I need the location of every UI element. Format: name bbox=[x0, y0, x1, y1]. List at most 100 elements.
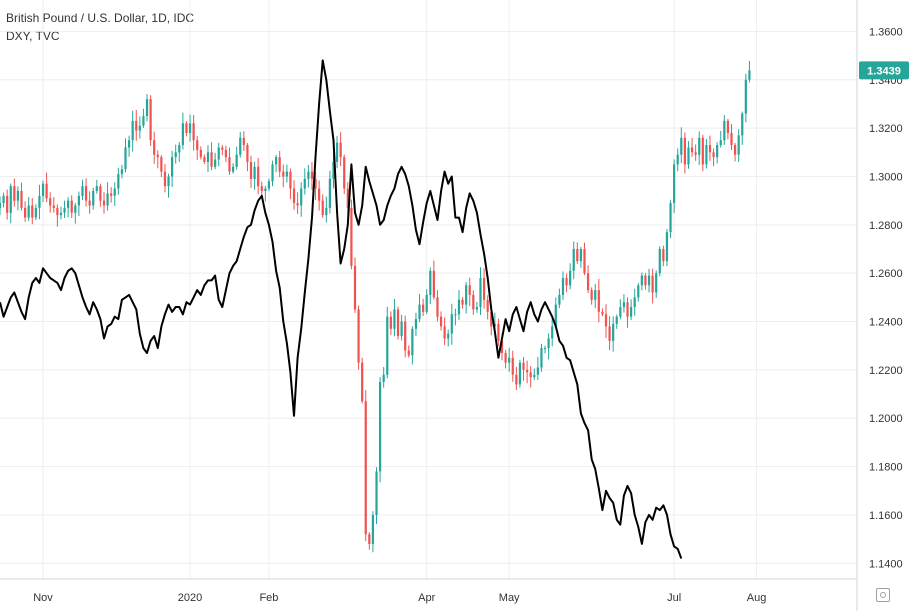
time-tick-label: May bbox=[499, 592, 520, 604]
candle-body bbox=[242, 137, 245, 146]
candle-body bbox=[84, 186, 88, 201]
candle-body bbox=[741, 113, 744, 136]
candle-body bbox=[149, 99, 152, 141]
candle-body bbox=[364, 401, 367, 535]
candle-body bbox=[543, 348, 547, 350]
candle-body bbox=[318, 188, 321, 201]
candle-body bbox=[267, 181, 271, 189]
candle-body bbox=[572, 249, 575, 271]
candle-body bbox=[522, 362, 525, 370]
candle-body bbox=[228, 157, 231, 172]
candle-body bbox=[307, 171, 310, 179]
candle-body bbox=[221, 147, 224, 150]
candle-body bbox=[422, 304, 425, 312]
candle-body bbox=[346, 188, 349, 208]
candle-body bbox=[174, 152, 177, 158]
candle-body bbox=[249, 161, 253, 179]
candle-body bbox=[45, 183, 48, 199]
candle-body bbox=[260, 186, 263, 191]
candle-body bbox=[127, 140, 131, 148]
candle-body bbox=[518, 362, 522, 385]
candle-body bbox=[540, 348, 543, 368]
candle-body bbox=[188, 123, 192, 133]
candle-body bbox=[296, 203, 299, 206]
candle-body bbox=[235, 154, 238, 167]
candle-body bbox=[2, 195, 5, 204]
candle-body bbox=[163, 171, 167, 187]
candle-body bbox=[196, 140, 199, 150]
candle-body bbox=[475, 307, 479, 310]
candle-body bbox=[744, 79, 747, 114]
candle-body bbox=[142, 116, 145, 126]
candle-body bbox=[604, 314, 608, 327]
candle-body bbox=[131, 120, 134, 141]
price-tick-label: 1.2000 bbox=[869, 413, 903, 425]
candle-body bbox=[70, 200, 73, 213]
candle-body bbox=[9, 186, 12, 213]
candle-body bbox=[730, 132, 733, 146]
candle-body bbox=[178, 145, 181, 153]
candle-body bbox=[644, 275, 647, 286]
candle-body bbox=[579, 249, 583, 262]
candle-body bbox=[479, 278, 482, 308]
candle-body bbox=[110, 193, 113, 196]
candle-body bbox=[339, 142, 342, 158]
dxy-line bbox=[0, 59, 683, 559]
candle-body bbox=[124, 147, 127, 170]
candle-body bbox=[239, 137, 242, 155]
candle-body bbox=[300, 188, 303, 206]
candle-body bbox=[597, 290, 600, 312]
candle-body bbox=[203, 157, 206, 162]
candle-body bbox=[282, 171, 285, 177]
candle-body bbox=[357, 309, 360, 363]
candle-body bbox=[432, 270, 435, 298]
candle-body bbox=[214, 159, 217, 167]
candle-body bbox=[375, 471, 378, 515]
candle-body bbox=[49, 198, 52, 206]
candle-body bbox=[647, 275, 651, 286]
candle-body bbox=[350, 207, 353, 266]
price-tick-label: 1.1800 bbox=[869, 462, 903, 474]
candle-body bbox=[425, 294, 428, 312]
dxy-line-series bbox=[0, 59, 683, 559]
candle-body bbox=[335, 142, 339, 162]
candle-body bbox=[192, 123, 195, 141]
candle-body bbox=[206, 152, 210, 162]
candle-body bbox=[629, 307, 633, 317]
candle-body bbox=[185, 123, 188, 133]
candle-body bbox=[465, 285, 468, 305]
candle-body bbox=[418, 304, 421, 320]
candle-body bbox=[565, 278, 568, 286]
candle-body bbox=[378, 381, 382, 472]
last-price-tag-label: 1.3439 bbox=[867, 65, 901, 77]
candle-body bbox=[382, 374, 385, 382]
candle-body bbox=[314, 178, 317, 189]
candle-body bbox=[569, 270, 572, 286]
candle-body bbox=[145, 99, 149, 117]
candle-body bbox=[690, 147, 694, 153]
price-tick-label: 1.1400 bbox=[869, 558, 903, 570]
candle-body bbox=[253, 166, 256, 179]
candle-body bbox=[655, 273, 658, 293]
chart-settings-icon[interactable] bbox=[876, 588, 890, 602]
candle-body bbox=[153, 140, 156, 155]
chart-grid bbox=[0, 0, 857, 579]
candle-body bbox=[224, 149, 228, 158]
candle-body bbox=[633, 297, 636, 308]
candle-body bbox=[586, 273, 590, 291]
candle-body bbox=[310, 171, 314, 179]
candle-body bbox=[217, 147, 220, 160]
candle-body bbox=[576, 249, 579, 262]
candle-body bbox=[590, 290, 593, 300]
candle-body bbox=[181, 123, 184, 146]
candle-body bbox=[726, 120, 730, 133]
candle-body bbox=[106, 193, 109, 206]
candle-body bbox=[698, 137, 701, 155]
candle-body bbox=[619, 307, 622, 317]
candle-body bbox=[608, 326, 611, 341]
candle-body bbox=[712, 152, 715, 158]
candle-body bbox=[515, 374, 518, 385]
candle-body bbox=[289, 171, 292, 189]
candle-body bbox=[396, 309, 400, 337]
